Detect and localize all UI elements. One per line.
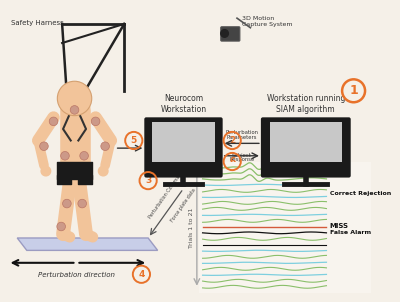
FancyBboxPatch shape bbox=[152, 122, 215, 162]
Text: 3: 3 bbox=[145, 176, 151, 185]
Text: Perturbation direction: Perturbation direction bbox=[38, 272, 115, 278]
Text: 5: 5 bbox=[131, 136, 137, 145]
Text: Perturbation: Perturbation bbox=[225, 130, 258, 135]
Text: Subject: Subject bbox=[232, 153, 252, 158]
Text: Parameters: Parameters bbox=[226, 134, 257, 140]
Circle shape bbox=[80, 152, 88, 160]
Text: Safety Harness: Safety Harness bbox=[12, 20, 64, 26]
Text: 6: 6 bbox=[229, 157, 235, 166]
FancyBboxPatch shape bbox=[144, 117, 223, 178]
FancyBboxPatch shape bbox=[261, 117, 351, 178]
Text: Correct Rejection: Correct Rejection bbox=[330, 191, 391, 196]
Text: MISS: MISS bbox=[330, 223, 348, 229]
Text: HIT: HIT bbox=[330, 169, 343, 175]
Circle shape bbox=[57, 81, 92, 116]
FancyBboxPatch shape bbox=[199, 162, 371, 293]
Circle shape bbox=[49, 117, 58, 126]
Circle shape bbox=[62, 199, 71, 208]
Circle shape bbox=[78, 199, 86, 208]
Circle shape bbox=[70, 106, 79, 114]
Circle shape bbox=[221, 30, 228, 37]
Circle shape bbox=[98, 166, 108, 176]
FancyBboxPatch shape bbox=[270, 122, 342, 162]
FancyBboxPatch shape bbox=[221, 27, 240, 41]
Circle shape bbox=[61, 152, 69, 160]
Text: 2: 2 bbox=[229, 136, 235, 145]
Text: Perturbation Commands: Perturbation Commands bbox=[148, 167, 186, 219]
Text: Neurocom
Workstation: Neurocom Workstation bbox=[160, 94, 206, 114]
Text: 4: 4 bbox=[138, 270, 145, 279]
Circle shape bbox=[57, 222, 66, 231]
Text: 3D Motion
Capture System: 3D Motion Capture System bbox=[242, 16, 292, 27]
Circle shape bbox=[101, 142, 110, 150]
Polygon shape bbox=[17, 238, 158, 250]
Text: Response: Response bbox=[229, 157, 254, 162]
Text: Workstation running
SIAM algorithm: Workstation running SIAM algorithm bbox=[267, 94, 345, 114]
Text: Force plate data: Force plate data bbox=[170, 188, 197, 223]
Circle shape bbox=[91, 117, 100, 126]
Text: Trials 1 to 21: Trials 1 to 21 bbox=[189, 207, 194, 248]
Text: 1: 1 bbox=[349, 84, 358, 97]
Text: False Alarm: False Alarm bbox=[330, 230, 371, 235]
Circle shape bbox=[41, 166, 51, 176]
Circle shape bbox=[40, 142, 48, 150]
